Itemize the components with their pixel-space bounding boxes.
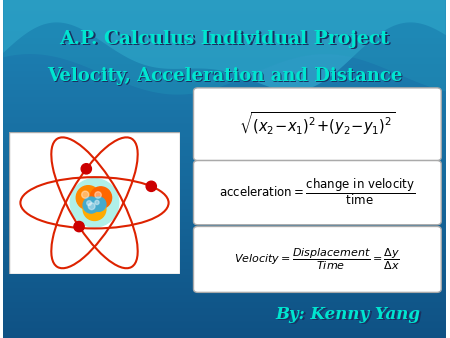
Circle shape bbox=[81, 164, 91, 174]
Circle shape bbox=[87, 201, 91, 206]
Circle shape bbox=[92, 197, 106, 211]
FancyBboxPatch shape bbox=[194, 161, 441, 225]
Text: By: Kenny Yang: By: Kenny Yang bbox=[276, 306, 421, 323]
Circle shape bbox=[76, 186, 100, 210]
Text: By: Kenny Yang: By: Kenny Yang bbox=[277, 307, 422, 324]
Circle shape bbox=[88, 203, 95, 210]
Circle shape bbox=[83, 197, 99, 213]
Text: Velocity, Acceleration and Distance: Velocity, Acceleration and Distance bbox=[48, 68, 404, 86]
Circle shape bbox=[95, 200, 99, 204]
Text: $\mathrm{acceleration} = \dfrac{\mathrm{change\ in\ velocity}}{\mathrm{time}}$: $\mathrm{acceleration} = \dfrac{\mathrm{… bbox=[219, 177, 415, 207]
Polygon shape bbox=[3, 0, 445, 91]
Text: A.P. Calculus Individual Project: A.P. Calculus Individual Project bbox=[59, 30, 389, 48]
Circle shape bbox=[83, 198, 106, 220]
FancyBboxPatch shape bbox=[9, 131, 180, 274]
FancyBboxPatch shape bbox=[194, 226, 441, 292]
Text: $\sqrt{(x_2\!-\!x_1)^2\!+\!(y_2\!-\!y_1)^2}$: $\sqrt{(x_2\!-\!x_1)^2\!+\!(y_2\!-\!y_1)… bbox=[239, 110, 396, 137]
FancyBboxPatch shape bbox=[194, 88, 441, 161]
Circle shape bbox=[146, 181, 157, 191]
Circle shape bbox=[81, 191, 89, 198]
Polygon shape bbox=[3, 0, 445, 95]
Circle shape bbox=[74, 221, 84, 232]
Text: A.P. Calculus Individual Project: A.P. Calculus Individual Project bbox=[61, 31, 391, 49]
Circle shape bbox=[95, 192, 101, 198]
Circle shape bbox=[90, 187, 112, 209]
Text: $\mathit{Velocity} = \dfrac{\mathit{Displacement}}{\mathit{Time}} = \dfrac{\Delt: $\mathit{Velocity} = \dfrac{\mathit{Disp… bbox=[234, 247, 400, 272]
Text: Velocity, Acceleration and Distance: Velocity, Acceleration and Distance bbox=[47, 67, 402, 85]
Circle shape bbox=[70, 178, 119, 227]
